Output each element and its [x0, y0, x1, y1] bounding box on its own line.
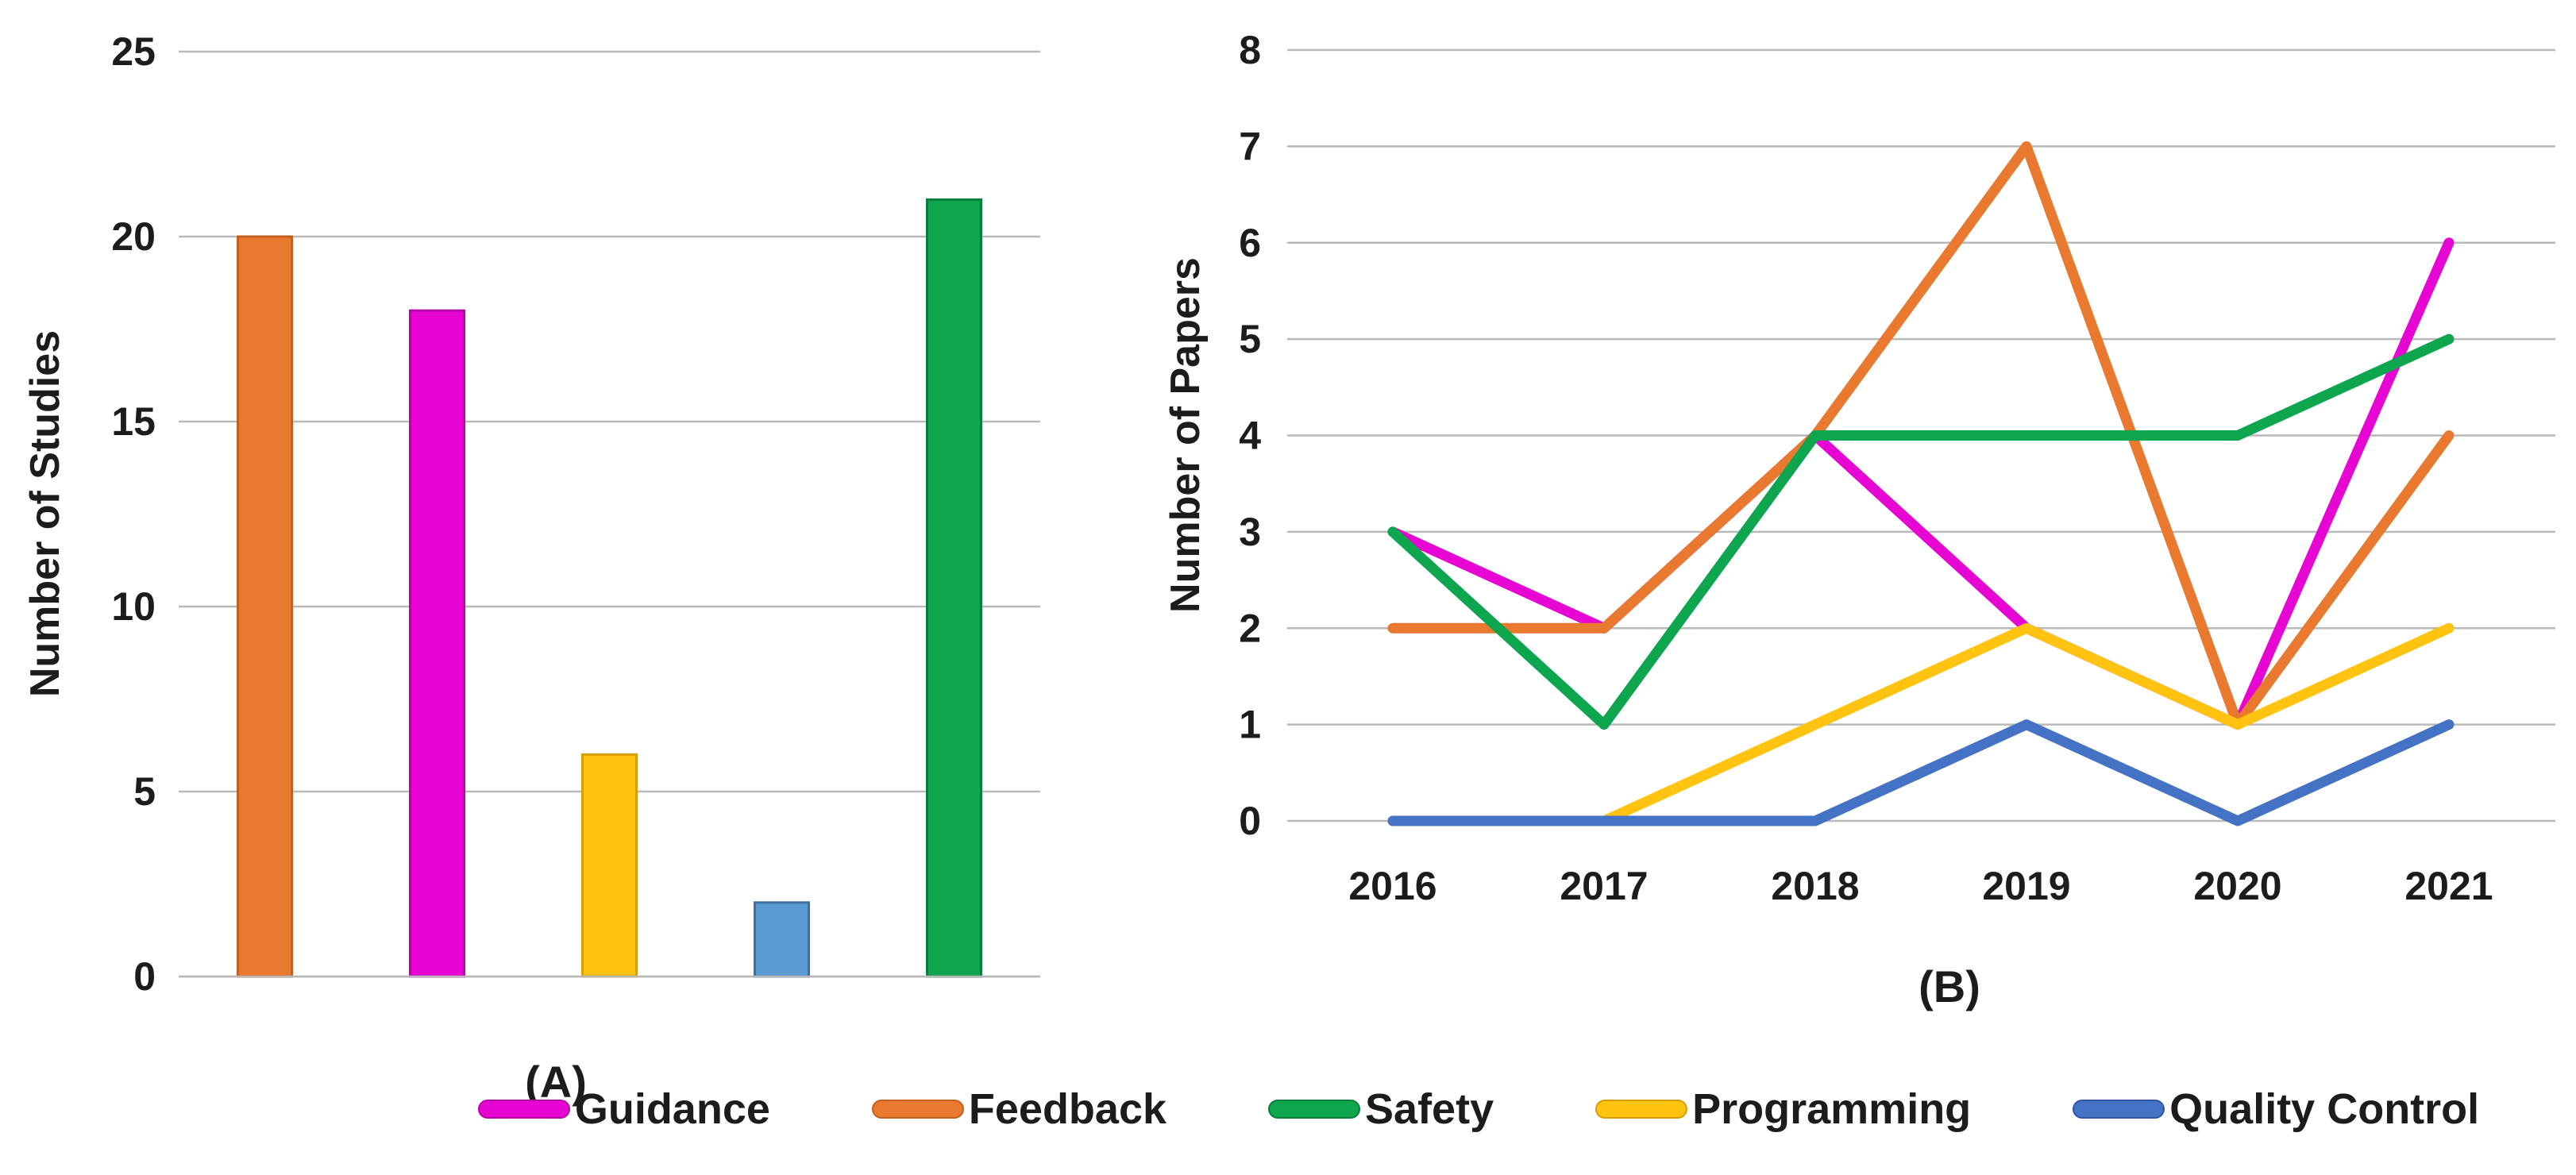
y-tick-label-b-1: 1 — [1239, 703, 1261, 747]
y-tick-label-b-3: 3 — [1239, 510, 1261, 554]
legend-swatch-quality-control — [2073, 1100, 2165, 1119]
legend-swatch-programming — [1595, 1100, 1688, 1119]
y-tick-label-b-4: 4 — [1239, 414, 1261, 458]
y-tick-label-a-0: 0 — [133, 954, 156, 999]
y-axis-title-papers: Number of Papers — [1163, 257, 1209, 613]
bar-1 — [409, 309, 465, 978]
x-tick-label-2018: 2018 — [1771, 864, 1859, 908]
y-tick-label-b-0: 0 — [1239, 799, 1261, 843]
legend-swatch-safety — [1268, 1100, 1361, 1119]
bar-chart-svg: 0 5 10 15 20 25 — [111, 29, 1040, 999]
line-quality-control — [1387, 719, 2455, 826]
y-tick-label-a-15: 15 — [111, 399, 156, 444]
y-tick-label-a-10: 10 — [111, 584, 156, 629]
legend-label-programming: Programming — [1692, 1085, 1972, 1133]
legend-item-feedback: Feedback — [871, 1084, 1167, 1134]
legend-item-programming: Programming — [1595, 1084, 1971, 1134]
legend-swatch-feedback — [871, 1100, 964, 1119]
bar-3 — [754, 901, 810, 978]
y-tick-label-b-2: 2 — [1239, 606, 1261, 650]
y-tick-label-b-5: 5 — [1239, 317, 1261, 361]
figure-legend: Guidance Feedback Safety Programming Quality… — [381, 1084, 2576, 1134]
legend-item-quality-control: Quality Control — [2073, 1084, 2479, 1134]
bar-2 — [581, 753, 638, 978]
y-tick-label-b-6: 6 — [1239, 221, 1261, 265]
bar-0 — [237, 235, 293, 978]
x-tick-label-2019: 2019 — [1982, 864, 2070, 908]
legend-label-quality-control: Quality Control — [2169, 1085, 2480, 1133]
x-tick-label-2016: 2016 — [1348, 864, 1436, 908]
bar-4 — [926, 198, 982, 978]
panel-a-caption: (A) — [525, 1057, 587, 1107]
x-tick-label-2020: 2020 — [2193, 864, 2281, 908]
line-chart-svg: 0 1 2 3 4 5 6 7 8 2016 2017 2018 2019 2020 2021 — [1239, 28, 2555, 908]
y-tick-label-a-25: 25 — [111, 29, 156, 74]
line-feedback — [1387, 141, 2455, 730]
legend-item-guidance: Guidance — [477, 1084, 770, 1134]
y-tick-label-b-7: 7 — [1239, 124, 1261, 168]
panel-b-caption: (B) — [1919, 961, 1980, 1011]
y-tick-label-a-20: 20 — [111, 214, 156, 259]
legend-label-safety: Safety — [1365, 1085, 1494, 1133]
legend-label-guidance: Guidance — [574, 1085, 770, 1133]
x-tick-label-2021: 2021 — [2404, 864, 2493, 908]
y-tick-label-a-5: 5 — [133, 769, 156, 814]
line-guidance — [1387, 237, 2455, 730]
legend-item-safety: Safety — [1268, 1084, 1494, 1134]
legend-label-feedback: Feedback — [968, 1085, 1167, 1133]
line-safety — [1387, 333, 2455, 730]
y-axis-title-studies: Number of Studies — [22, 329, 68, 698]
x-tick-label-2017: 2017 — [1560, 864, 1648, 908]
y-tick-label-b-8: 8 — [1239, 28, 1261, 72]
legend-swatch-guidance — [477, 1100, 570, 1119]
